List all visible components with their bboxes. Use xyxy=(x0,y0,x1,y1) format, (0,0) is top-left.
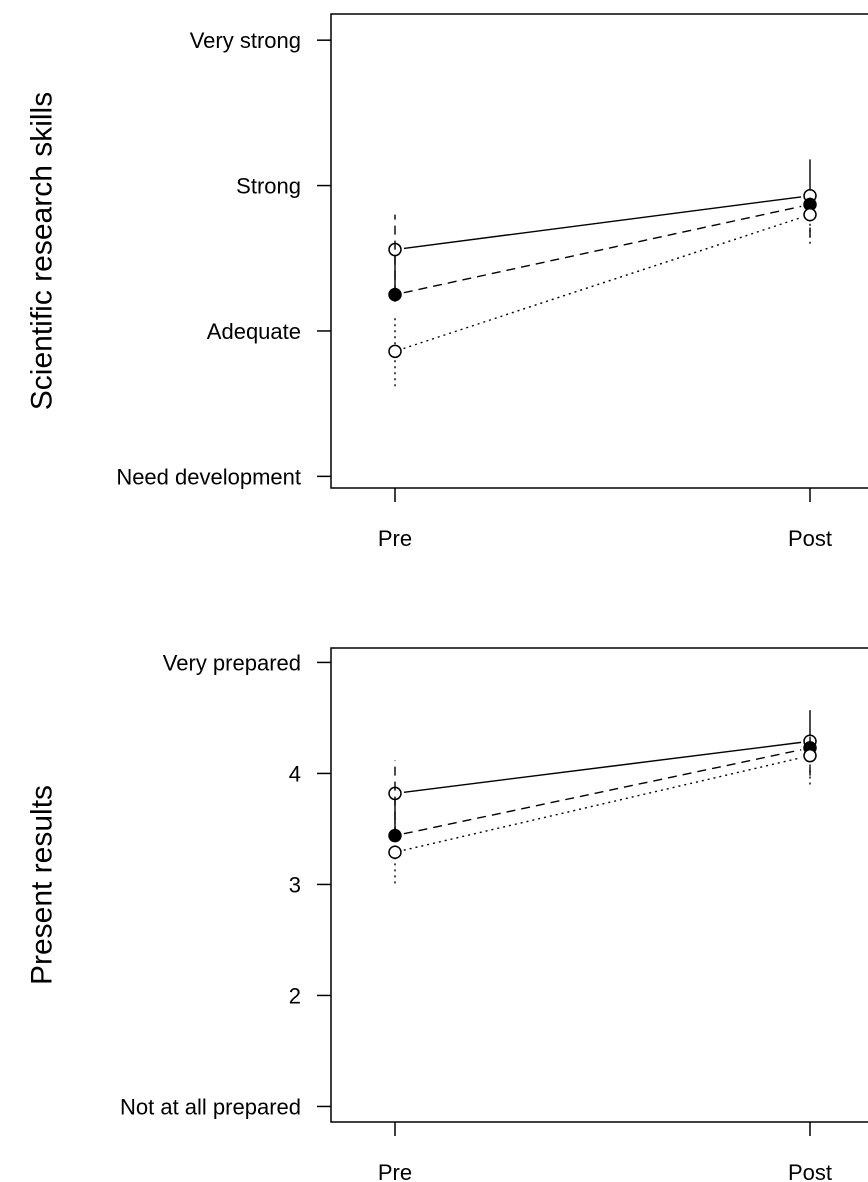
y-tick-label: Not at all prepared xyxy=(120,1094,301,1119)
series-dotted xyxy=(388,740,817,884)
y-tick-label: 3 xyxy=(289,872,301,897)
y-tick-label: Strong xyxy=(236,174,301,199)
data-point xyxy=(803,748,817,763)
series-line xyxy=(403,216,802,350)
y-axis-label: Scientific research skills xyxy=(26,92,59,410)
x-tick-label: Post xyxy=(788,526,832,551)
y-tick-label: 4 xyxy=(289,761,301,786)
series-line xyxy=(403,741,802,793)
series-dashed xyxy=(388,192,817,302)
series-dotted xyxy=(388,207,817,387)
y-tick-label: Need development xyxy=(116,464,301,489)
series-solid xyxy=(388,710,817,829)
x-tick-label: Pre xyxy=(378,526,412,551)
y-axis-label: Present results xyxy=(26,785,59,985)
series-line xyxy=(403,749,802,835)
series-line xyxy=(403,205,802,294)
plot-frame xyxy=(330,13,868,489)
data-point xyxy=(803,207,817,222)
x-tick-label: Post xyxy=(788,1160,832,1182)
panel-scientific-research-skills: Need development Adequate Strong Very stron… xyxy=(26,13,868,551)
data-point xyxy=(388,845,402,860)
y-tick-label: Very prepared xyxy=(163,650,301,675)
data-point xyxy=(388,344,402,359)
y-tick-label: Adequate xyxy=(207,319,301,344)
series-dashed xyxy=(388,734,817,843)
plot-frame xyxy=(330,647,868,1123)
panel-present-results: Not at all prepared 2 3 4 Very prepared Pre Po… xyxy=(26,647,868,1182)
y-tick-label: 2 xyxy=(289,983,301,1008)
series-solid xyxy=(388,159,817,302)
y-tick-label: Very strong xyxy=(190,28,301,53)
x-tick-label: Pre xyxy=(378,1160,412,1182)
data-point xyxy=(388,828,402,843)
series-line xyxy=(403,757,802,851)
data-point xyxy=(388,287,402,302)
series-line xyxy=(403,196,802,250)
